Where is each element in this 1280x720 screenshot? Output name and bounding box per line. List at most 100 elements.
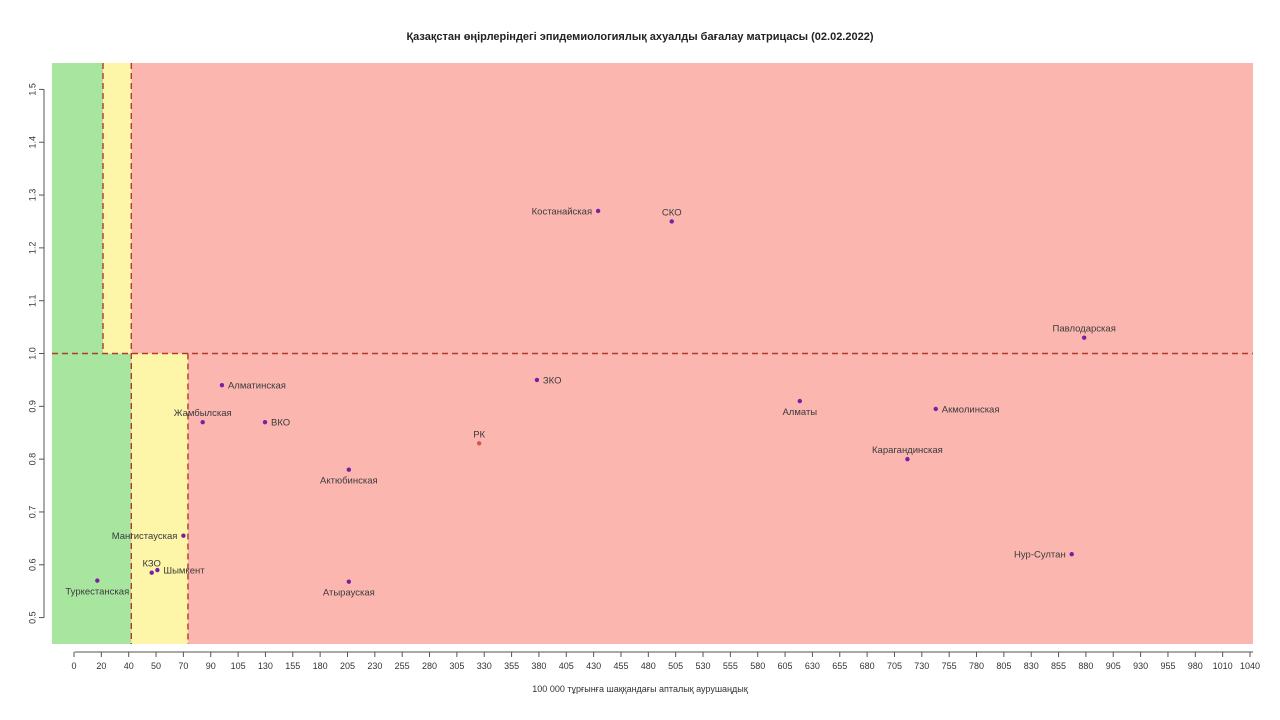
x-tick-label-24: 555 bbox=[723, 661, 738, 671]
data-label-14: КЗО bbox=[142, 559, 160, 570]
x-tick-label-1: 20 bbox=[96, 661, 106, 671]
y-tick-label-4: 0.9 bbox=[27, 400, 37, 413]
x-tick-label-22: 505 bbox=[668, 661, 683, 671]
data-point-14 bbox=[149, 570, 154, 575]
yellow-zone-upper bbox=[102, 63, 132, 354]
x-tick-label-20: 455 bbox=[613, 661, 628, 671]
data-point-11 bbox=[346, 467, 352, 472]
data-point-4 bbox=[534, 377, 540, 383]
data-point-9 bbox=[476, 441, 482, 446]
x-tick-label-21: 480 bbox=[641, 661, 656, 671]
data-point-5 bbox=[797, 398, 802, 404]
x-tick-label-35: 830 bbox=[1024, 661, 1039, 671]
x-tick-label-31: 730 bbox=[914, 661, 929, 671]
data-label-13: Нур-Султан bbox=[1014, 550, 1066, 561]
data-label-15: Шымкент bbox=[163, 566, 205, 577]
threshold-lines bbox=[52, 63, 1253, 644]
y-tick-label-0: 0.5 bbox=[27, 611, 37, 624]
y-tick-label-5: 1.0 bbox=[27, 347, 37, 360]
data-label-11: Актюбинская bbox=[320, 476, 378, 487]
yellow-zone-lower bbox=[131, 353, 188, 644]
data-point-0 bbox=[595, 208, 601, 214]
y-tick-label-3: 0.8 bbox=[27, 453, 37, 466]
data-point-2 bbox=[1081, 335, 1087, 340]
x-tick-label-4: 70 bbox=[178, 661, 188, 671]
data-point-3 bbox=[219, 382, 225, 388]
data-label-3: Алматинская bbox=[228, 381, 286, 392]
data-point-15 bbox=[155, 567, 160, 573]
x-tick-label-8: 155 bbox=[285, 661, 300, 671]
x-tick-label-16: 355 bbox=[504, 661, 519, 671]
y-tick-label-10: 1.5 bbox=[27, 83, 37, 96]
x-tick-label-43: 1040 bbox=[1240, 661, 1260, 671]
y-tick-label-9: 1.4 bbox=[27, 136, 37, 149]
data-label-8: ВКО bbox=[271, 418, 290, 429]
x-tick-label-30: 705 bbox=[887, 661, 902, 671]
x-tick-label-34: 805 bbox=[996, 661, 1011, 671]
y-tick-label-1: 0.6 bbox=[27, 559, 37, 572]
data-label-0: Костанайская bbox=[532, 206, 592, 217]
x-tick-label-33: 780 bbox=[969, 661, 984, 671]
data-point-10 bbox=[905, 456, 910, 462]
data-point-13 bbox=[1069, 552, 1074, 557]
x-tick-label-5: 90 bbox=[206, 661, 216, 671]
x-tick-label-15: 330 bbox=[477, 661, 492, 671]
chart-title: Қазақстан өңірлеріндегі эпидемиологиялық… bbox=[406, 31, 873, 43]
data-label-17: Атырауская bbox=[323, 588, 375, 599]
x-tick-label-32: 755 bbox=[942, 661, 957, 671]
x-tick-label-14: 305 bbox=[449, 661, 464, 671]
x-tick-label-11: 230 bbox=[367, 661, 382, 671]
x-tick-label-10: 205 bbox=[340, 661, 355, 671]
green-zone-lower bbox=[52, 353, 132, 644]
green-zone-upper bbox=[52, 63, 103, 354]
data-point-7 bbox=[200, 419, 205, 425]
y-tick-label-8: 1.3 bbox=[27, 189, 37, 202]
axes: 0 20 40 50 70 90 105 130 155 180 205 230 255 280 305 33… bbox=[27, 83, 1260, 671]
x-tick-label-29: 680 bbox=[860, 661, 875, 671]
y-tick-label-7: 1.2 bbox=[27, 242, 37, 255]
data-label-10: Карагандинская bbox=[872, 445, 943, 456]
data-point-16 bbox=[95, 578, 100, 583]
data-point-6 bbox=[933, 406, 938, 412]
x-tick-label-2: 40 bbox=[124, 661, 134, 671]
data-label-6: Акмолинская bbox=[942, 404, 1000, 415]
x-tick-label-3: 50 bbox=[151, 661, 161, 671]
data-label-4: ЗКО bbox=[543, 375, 562, 386]
data-label-2: Павлодарская bbox=[1053, 324, 1116, 335]
data-label-1: СКО bbox=[662, 207, 682, 218]
x-tick-label-26: 605 bbox=[778, 661, 793, 671]
x-tick-label-40: 955 bbox=[1160, 661, 1175, 671]
x-tick-label-19: 430 bbox=[586, 661, 601, 671]
data-point-12 bbox=[181, 533, 186, 538]
x-tick-label-37: 880 bbox=[1078, 661, 1093, 671]
x-axis-label: 100 000 тұрғынға шаққандағы апталық ауру… bbox=[532, 684, 747, 694]
x-tick-label-7: 130 bbox=[258, 661, 273, 671]
x-tick-label-25: 580 bbox=[750, 661, 765, 671]
x-tick-label-6: 105 bbox=[231, 661, 246, 671]
x-tick-label-36: 855 bbox=[1051, 661, 1066, 671]
data-label-5: Алматы bbox=[782, 407, 817, 418]
x-tick-label-27: 630 bbox=[805, 661, 820, 671]
x-tick-label-28: 655 bbox=[832, 661, 847, 671]
data-label-7: Жамбылская bbox=[174, 408, 232, 419]
data-point-17 bbox=[346, 579, 352, 584]
x-tick-label-17: 380 bbox=[531, 661, 546, 671]
x-tick-label-0: 0 bbox=[71, 661, 76, 671]
x-tick-label-38: 905 bbox=[1106, 661, 1121, 671]
data-label-12: Мангистауская bbox=[112, 531, 178, 542]
y-tick-label-6: 1.1 bbox=[27, 294, 37, 307]
x-tick-label-23: 530 bbox=[696, 661, 711, 671]
y-tick-label-2: 0.7 bbox=[27, 506, 37, 519]
x-tick-label-9: 180 bbox=[313, 661, 328, 671]
x-tick-label-18: 405 bbox=[559, 661, 574, 671]
data-label-9: РК bbox=[473, 429, 485, 440]
data-point-1 bbox=[669, 219, 674, 224]
data-points: Костанайская СКО Павлодарская Алматинская ЗК… bbox=[65, 206, 1115, 598]
x-tick-label-13: 280 bbox=[422, 661, 437, 671]
data-point-8 bbox=[262, 419, 268, 425]
x-tick-label-42: 1010 bbox=[1213, 661, 1233, 671]
x-tick-label-12: 255 bbox=[395, 661, 410, 671]
x-tick-label-39: 930 bbox=[1133, 661, 1148, 671]
data-label-16: Туркестанская bbox=[65, 587, 129, 598]
